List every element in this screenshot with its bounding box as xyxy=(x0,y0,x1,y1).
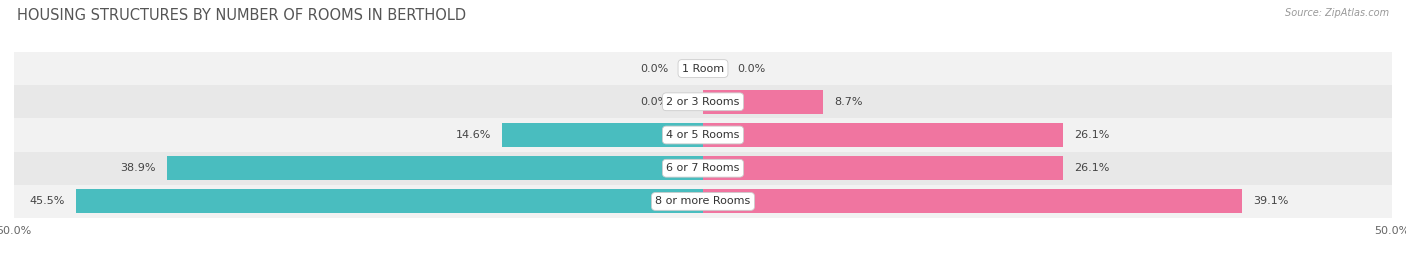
Text: 1 Room: 1 Room xyxy=(682,63,724,73)
Text: 0.0%: 0.0% xyxy=(738,63,766,73)
Text: 26.1%: 26.1% xyxy=(1074,130,1109,140)
Text: HOUSING STRUCTURES BY NUMBER OF ROOMS IN BERTHOLD: HOUSING STRUCTURES BY NUMBER OF ROOMS IN… xyxy=(17,8,465,23)
Text: 2 or 3 Rooms: 2 or 3 Rooms xyxy=(666,97,740,107)
Bar xyxy=(14,152,1392,185)
Text: Source: ZipAtlas.com: Source: ZipAtlas.com xyxy=(1285,8,1389,18)
Bar xyxy=(14,52,1392,85)
Bar xyxy=(76,190,703,213)
Text: 0.0%: 0.0% xyxy=(640,63,669,73)
Bar xyxy=(14,185,1392,218)
Text: 26.1%: 26.1% xyxy=(1074,163,1109,173)
Bar xyxy=(703,123,1063,147)
Bar xyxy=(703,90,823,114)
Bar xyxy=(14,85,1392,118)
Bar xyxy=(703,156,1063,180)
Text: 38.9%: 38.9% xyxy=(121,163,156,173)
Bar xyxy=(502,123,703,147)
Text: 6 or 7 Rooms: 6 or 7 Rooms xyxy=(666,163,740,173)
Bar xyxy=(703,190,1241,213)
Bar xyxy=(14,118,1392,152)
Text: 8 or more Rooms: 8 or more Rooms xyxy=(655,197,751,207)
Text: 39.1%: 39.1% xyxy=(1253,197,1288,207)
Text: 8.7%: 8.7% xyxy=(834,97,862,107)
Bar xyxy=(167,156,703,180)
Text: 45.5%: 45.5% xyxy=(30,197,65,207)
Text: 0.0%: 0.0% xyxy=(640,97,669,107)
Text: 4 or 5 Rooms: 4 or 5 Rooms xyxy=(666,130,740,140)
Text: 14.6%: 14.6% xyxy=(456,130,491,140)
